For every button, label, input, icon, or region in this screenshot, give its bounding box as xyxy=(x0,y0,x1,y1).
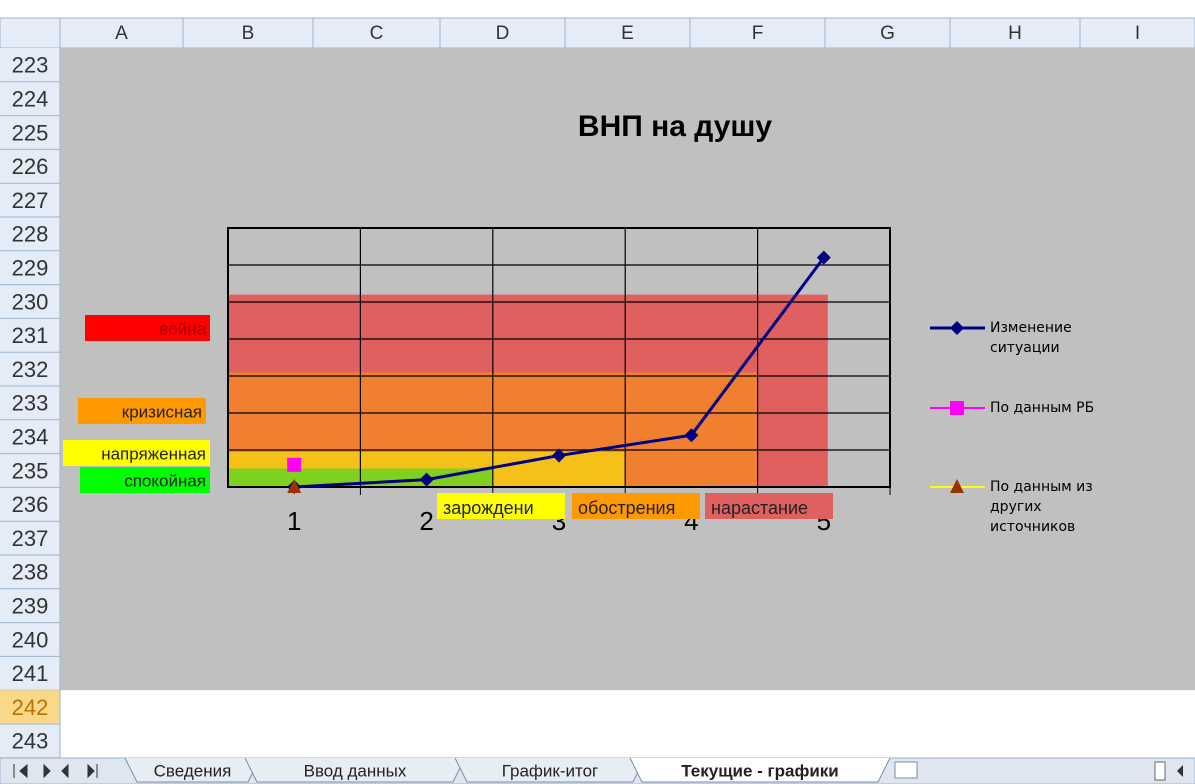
sheet-tab-label: Текущие - графики xyxy=(681,761,839,780)
phase-label-box xyxy=(705,493,833,519)
legend-label: По данным из других источников xyxy=(990,479,1093,535)
column-header: F xyxy=(752,23,764,44)
data-point xyxy=(287,457,302,472)
selected-row-header xyxy=(0,690,60,724)
phase-label: зарождени xyxy=(443,498,534,518)
phase-label: нарастание xyxy=(711,498,808,518)
phase-label: обострения xyxy=(578,498,675,518)
row-header: 227 xyxy=(12,188,49,213)
row-header: 226 xyxy=(12,154,49,179)
tab-nav-button[interactable] xyxy=(61,763,69,779)
sheet-tab-label: Ввод данных xyxy=(304,761,407,780)
column-header: E xyxy=(621,23,634,44)
data-point xyxy=(552,448,566,463)
legend-marker xyxy=(950,401,964,415)
column-header: G xyxy=(880,23,895,44)
scroll-left[interactable] xyxy=(1177,765,1183,777)
row-header: 232 xyxy=(12,357,49,382)
zone-label-box xyxy=(85,315,210,341)
zone-label: напряженная xyxy=(101,444,206,463)
sheet-tab[interactable] xyxy=(244,757,466,783)
row-header: 234 xyxy=(12,425,49,450)
row-header: 229 xyxy=(12,256,49,281)
legend-marker xyxy=(950,321,964,335)
x-tick-label: 1 xyxy=(287,506,301,536)
zone-label: война xyxy=(159,319,206,338)
zone-label: спокойная xyxy=(124,471,206,490)
row-header: 239 xyxy=(12,594,49,619)
row-header: 233 xyxy=(12,391,49,416)
column-header: B xyxy=(242,23,255,44)
row-header: 238 xyxy=(12,560,49,585)
sheet-tab-label: График-итог xyxy=(502,761,599,780)
sheet-tab[interactable] xyxy=(629,757,891,783)
tab-nav-button[interactable] xyxy=(87,763,98,779)
zone-label: кризисная xyxy=(122,402,202,421)
top-strip xyxy=(0,0,1195,18)
x-tick-label: 2 xyxy=(419,506,433,536)
row-header: 225 xyxy=(12,120,49,145)
column-header: D xyxy=(496,23,510,44)
row-header: 240 xyxy=(12,627,49,652)
phase-label-box xyxy=(572,493,700,519)
column-header-bar xyxy=(0,17,1195,49)
legend-marker xyxy=(950,479,964,493)
data-point xyxy=(287,479,302,493)
phase-label-box xyxy=(437,493,565,519)
data-point xyxy=(684,428,699,443)
column-header: H xyxy=(1008,23,1022,44)
row-header: 241 xyxy=(12,661,49,686)
zone-label-box xyxy=(63,440,210,466)
data-point xyxy=(816,250,831,265)
column-header: I xyxy=(1135,23,1140,44)
data-point xyxy=(419,472,434,487)
legend-label: Изменение ситуации xyxy=(990,320,1072,356)
row-header: 236 xyxy=(12,492,49,517)
row-header: 228 xyxy=(12,222,49,247)
tab-nav-button[interactable] xyxy=(43,763,51,779)
column-header: C xyxy=(370,23,384,44)
chart-title: ВНП на душу xyxy=(578,110,772,143)
row-header-bar xyxy=(0,48,60,758)
sheet-tab-label: Сведения xyxy=(154,761,232,780)
scroll-handle[interactable] xyxy=(1154,761,1166,781)
zone-label-box xyxy=(80,467,210,493)
row-header: 223 xyxy=(12,53,49,78)
row-header: 243 xyxy=(12,729,49,754)
row-header: 230 xyxy=(12,289,49,314)
row-header: 231 xyxy=(12,323,49,348)
column-header: A xyxy=(115,23,128,44)
legend-label: По данным РБ xyxy=(990,400,1095,416)
row-header: 237 xyxy=(12,526,49,551)
row-header: 242 xyxy=(12,695,49,720)
plot-frame xyxy=(227,227,891,488)
row-header: 235 xyxy=(12,458,49,483)
new-sheet-tab[interactable] xyxy=(894,761,918,779)
row-header: 224 xyxy=(12,87,49,112)
zone-label-box xyxy=(78,398,206,424)
tab-nav-button[interactable] xyxy=(13,763,28,779)
